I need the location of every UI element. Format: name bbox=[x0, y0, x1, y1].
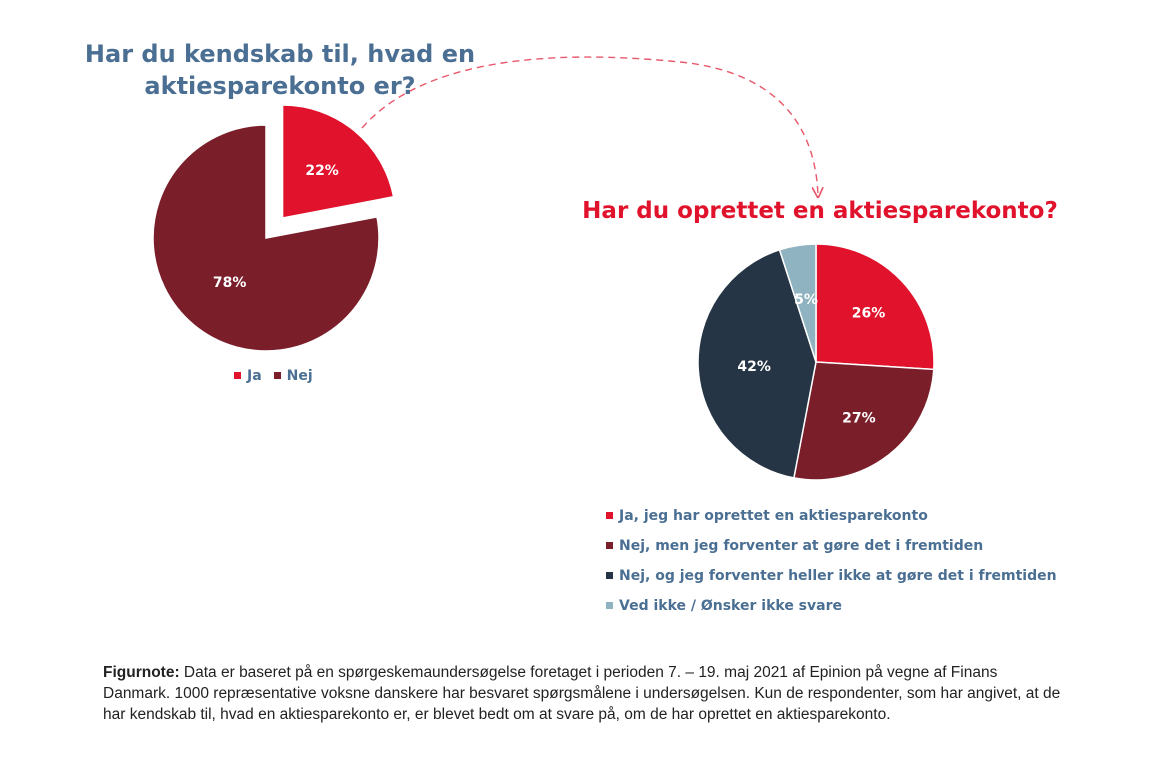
figure-note: Figurnote: Data er baseret på en spørges… bbox=[103, 662, 1063, 725]
pie1-data-label-1: 78% bbox=[213, 275, 247, 291]
pie2-data-label-0: 26% bbox=[852, 306, 886, 322]
pie1-slice-1 bbox=[152, 124, 380, 352]
legend-knowledge: Ja Nej bbox=[234, 368, 313, 384]
pie-chart-account: 26% 27% 42% 5% bbox=[697, 243, 935, 481]
pie2-slice-1 bbox=[793, 361, 935, 481]
pie1-data-label-0: 22% bbox=[305, 163, 339, 179]
pie2-data-label-2: 42% bbox=[737, 359, 771, 375]
legend-item-ja: Ja bbox=[234, 368, 262, 384]
pie1-slice-0 bbox=[281, 104, 395, 219]
legend-account: Ja, jeg har oprettet en aktiesparekonto … bbox=[606, 503, 1057, 623]
pie2-slice-2 bbox=[697, 248, 817, 479]
figure-note-label: Figurnote: bbox=[103, 664, 180, 681]
legend-item-dont-know: Ved ikke / Ønsker ikke svare bbox=[606, 593, 1057, 623]
legend-item-yes-created: Ja, jeg har oprettet en aktiesparekonto bbox=[606, 503, 1057, 533]
legend-item-nej: Nej bbox=[273, 368, 313, 384]
legend-label-nej: Nej bbox=[286, 368, 313, 384]
legend-label-ja: Ja bbox=[247, 368, 262, 384]
chart-title-account: Har du oprettet en aktiesparekonto? bbox=[582, 198, 1058, 224]
figure-note-text: Data er baseret på en spørgeskemaundersø… bbox=[103, 664, 1061, 723]
legend-item-no-future: Nej, men jeg forventer at gøre det i fre… bbox=[606, 533, 1057, 563]
legend-label: Ved ikke / Ønsker ikke svare bbox=[619, 598, 842, 614]
pie2-slice-3 bbox=[778, 243, 817, 363]
legend-label: Ja, jeg har oprettet en aktiesparekonto bbox=[619, 508, 928, 524]
pie-chart-knowledge: 22% 78% bbox=[152, 104, 395, 352]
chart-title-knowledge: Har du kendskab til, hvad en aktiesparek… bbox=[84, 40, 476, 100]
pie2-data-label-3: 5% bbox=[794, 292, 818, 308]
legend-label: Nej, og jeg forventer heller ikke at gør… bbox=[619, 568, 1057, 584]
pie2-slice-0 bbox=[815, 243, 935, 371]
legend-label: Nej, men jeg forventer at gøre det i fre… bbox=[619, 538, 984, 554]
legend-item-no-never: Nej, og jeg forventer heller ikke at gør… bbox=[606, 563, 1057, 593]
connector-arrow bbox=[361, 56, 818, 196]
pie2-data-label-1: 27% bbox=[842, 410, 876, 426]
